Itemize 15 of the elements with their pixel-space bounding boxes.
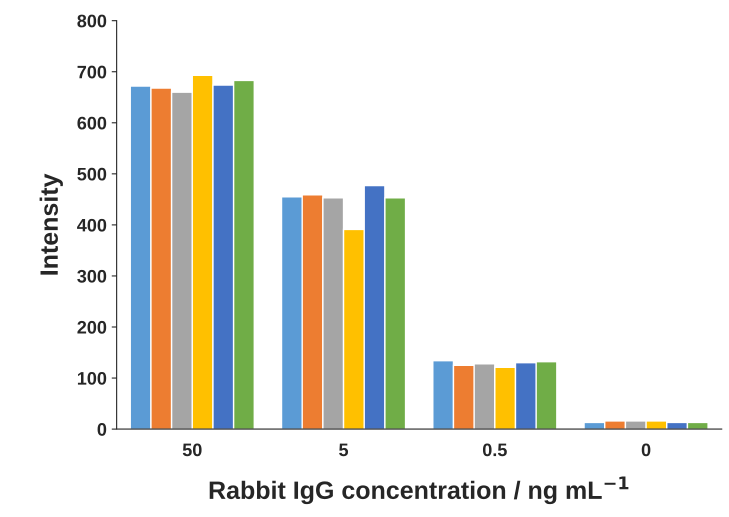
x-axis-title: Rabbit IgG concentration / ng mL$^{−1}$ [210, 476, 628, 504]
y-tick-label: 600 [77, 116, 106, 130]
y-tick-label: 700 [78, 66, 106, 78]
x-tick-label: 0.5 [482, 443, 507, 456]
y-tick-label: 800 [77, 14, 106, 28]
y-tick-label: 0 [98, 423, 106, 436]
y-axis-title: Intensity [40, 174, 63, 275]
x-tick-label: 50 [182, 443, 202, 456]
y-tick-label: 500 [77, 168, 106, 181]
x-tick-label: 0 [642, 443, 650, 456]
y-tick-label: 300 [77, 270, 106, 283]
y-tick-label: 400 [77, 218, 106, 232]
y-tick-label: 200 [77, 320, 106, 334]
y-tick-label: 100 [78, 372, 106, 385]
x-tick-label: 5 [339, 444, 348, 456]
